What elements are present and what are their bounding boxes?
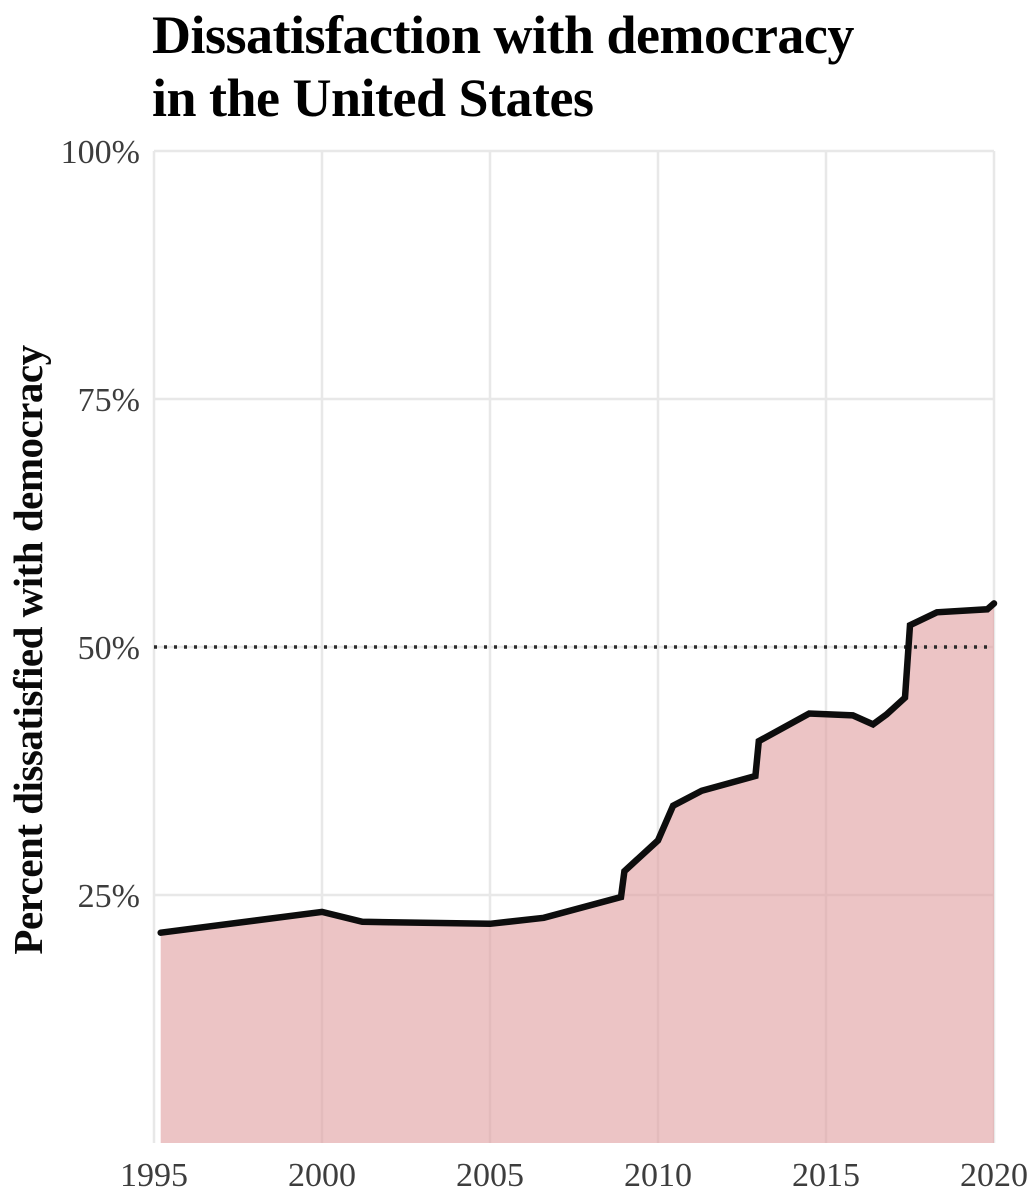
y-tick-label: 75% [78,382,140,419]
y-axis-title: Percent dissatisfied with democracy [5,344,51,954]
chart-title-line-1: Dissatisfaction with democracy [152,5,854,65]
y-tick-label: 50% [78,630,140,667]
y-tick-label: 100% [61,134,140,171]
chart-title: Dissatisfaction with democracy in the Un… [152,4,1012,129]
x-tick-label: 1995 [120,1157,188,1194]
chart-title-line-2: in the United States [152,67,594,128]
x-tick-label: 2010 [624,1157,692,1194]
x-tick-label: 2020 [960,1157,1028,1194]
x-tick-label: 2000 [288,1157,356,1194]
y-axis-tick-labels: 100% 75% 50% 25% [61,134,140,915]
data-line [157,600,998,936]
area-fill [160,603,994,1143]
x-axis-tick-labels: 1995 2000 2005 2010 2015 2020 [120,1157,1028,1194]
y-tick-label: 25% [78,878,140,915]
x-tick-label: 2005 [456,1157,524,1194]
x-tick-label: 2015 [792,1157,860,1194]
